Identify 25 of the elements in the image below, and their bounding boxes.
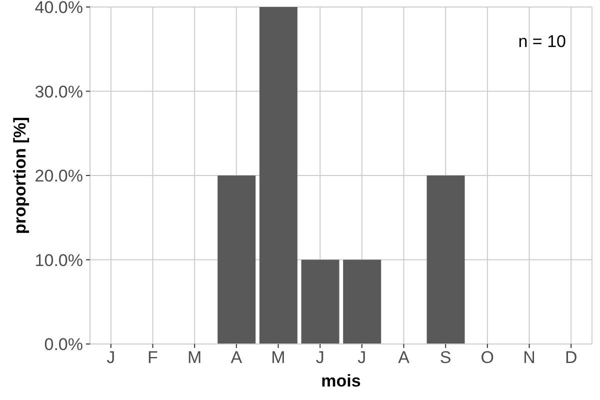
- bar: [218, 176, 256, 344]
- x-tick-label: M: [187, 348, 202, 368]
- bar: [426, 176, 465, 344]
- x-tick-label: O: [480, 348, 494, 368]
- y-tick-label: 20.0%: [34, 166, 83, 186]
- x-tick-label: S: [440, 348, 452, 368]
- x-tick-label: D: [564, 348, 578, 368]
- y-tick-label: 10.0%: [34, 250, 83, 270]
- x-axis-title: mois: [321, 372, 361, 390]
- y-tick-label: 40.0%: [34, 0, 83, 18]
- y-axis-title: proportion [%]: [10, 116, 30, 234]
- annotation: n = 10: [518, 32, 566, 52]
- y-tick-label: 30.0%: [34, 82, 83, 102]
- x-tick-label: J: [358, 348, 366, 368]
- bar: [343, 260, 382, 344]
- x-tick-label: F: [148, 348, 158, 368]
- x-tick-label: A: [398, 348, 410, 368]
- x-tick-label: J: [106, 348, 116, 368]
- bar: [301, 260, 340, 344]
- x-tick-label: A: [230, 348, 243, 368]
- x-tick-label: N: [523, 348, 536, 368]
- bar: [259, 7, 298, 344]
- y-tick-label: 0.0%: [44, 335, 83, 354]
- x-tick-label: M: [271, 348, 286, 368]
- x-tick-label: J: [316, 348, 324, 368]
